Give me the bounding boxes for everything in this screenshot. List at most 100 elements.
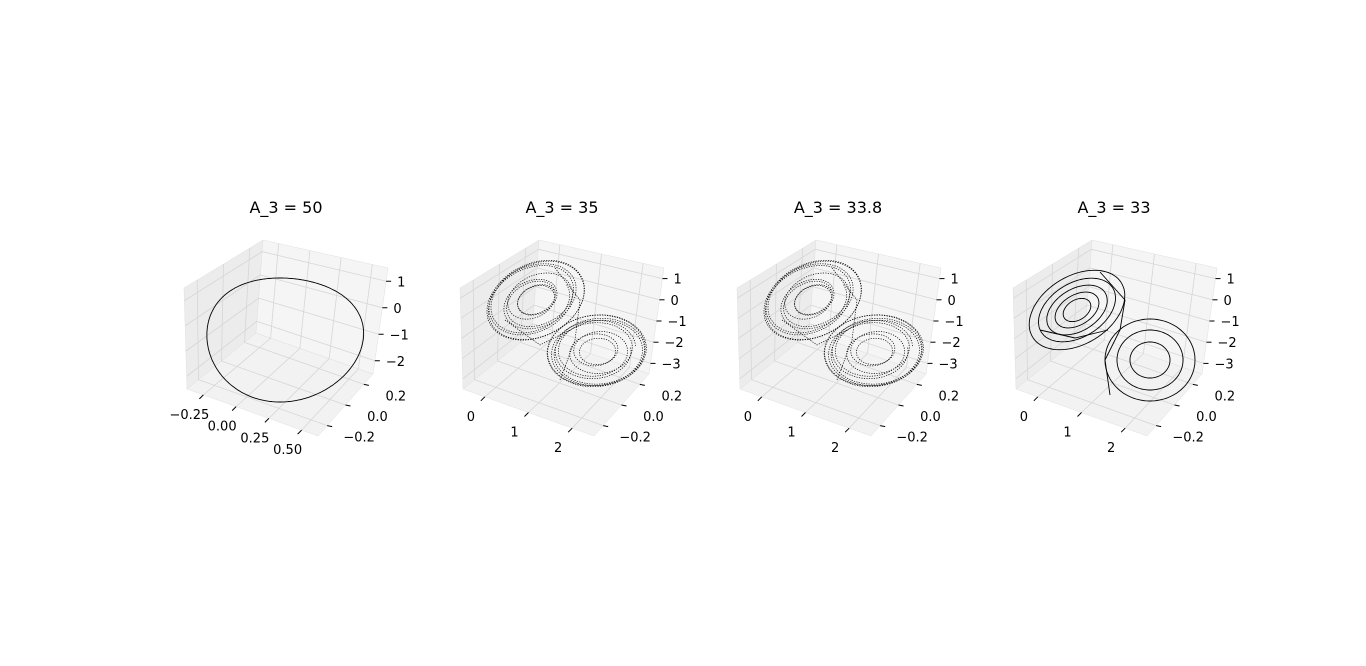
grid-line	[520, 341, 640, 385]
x-tick-label: 1	[787, 426, 795, 441]
trajectory-line	[1129, 341, 1171, 379]
z-tick-label: 1	[397, 275, 405, 290]
z-tick-label: −1	[668, 315, 687, 330]
subplot-1: −0.250.000.25 0.50 −0.2 0.0 0.2 1 0 −1 −2 A_3 = 5…	[169, 198, 408, 458]
x-tick	[757, 396, 763, 402]
x-tick	[297, 429, 302, 435]
subplot-4: 0 1 2 −0.2 0.0 0.2 1 0 −1 −2 −3 A_3 = 33	[1012, 198, 1240, 456]
x-tick	[1120, 427, 1126, 433]
grid-line	[1091, 248, 1216, 279]
grid-line	[221, 360, 346, 406]
y-tick-label: 0.2	[938, 389, 959, 404]
x-tick-label: 0	[744, 410, 752, 425]
grid-line	[774, 360, 899, 406]
grid-line	[810, 304, 931, 343]
x-tick	[231, 406, 237, 411]
y-tick-label: −0.2	[343, 431, 375, 446]
z-tick-label: −2	[1218, 336, 1237, 351]
grid-line	[533, 304, 654, 343]
subplot-2: 0 1 2 −0.2 0.0 0.2 1 0 −1 −2 −3 A_3 = 35	[459, 198, 687, 456]
grid-line	[538, 248, 663, 279]
grid-line	[185, 297, 259, 352]
subplot-title: A_3 = 33	[1077, 198, 1150, 218]
subplot-title: A_3 = 33.8	[794, 198, 882, 218]
trajectory-line	[1116, 329, 1184, 391]
y-tick	[1156, 425, 1162, 428]
grid-line	[737, 267, 815, 319]
z-tick-label: −1	[1221, 315, 1240, 330]
grid-line	[474, 379, 604, 427]
grid-line	[260, 274, 383, 309]
trajectory-line	[1099, 271, 1126, 396]
grid-line	[1027, 379, 1157, 427]
z-tick-label: −1	[390, 328, 409, 343]
grid-line	[256, 320, 376, 362]
grid-line	[270, 243, 280, 339]
grid-line	[184, 274, 261, 327]
grid-line	[812, 286, 934, 322]
grid-line	[1073, 341, 1193, 385]
trajectory-line	[486, 259, 585, 341]
z-tick-label: −2	[942, 336, 961, 351]
z-tick-label: 1	[1227, 273, 1235, 288]
trajectory-line	[763, 259, 862, 341]
y-tick-label: 0.2	[385, 389, 406, 404]
x-tick	[1077, 412, 1082, 417]
grid-line	[184, 251, 263, 301]
grid-line	[328, 257, 342, 359]
z-tick-label: −3	[939, 357, 958, 372]
grid-line	[797, 341, 917, 385]
grid-line	[357, 264, 373, 369]
grid-line	[1013, 267, 1091, 319]
x-tick-label: 1	[510, 426, 518, 441]
y-tick	[345, 404, 351, 407]
y-tick-label: 0.2	[661, 389, 682, 404]
y-tick-label: −0.2	[619, 431, 651, 446]
grid-line	[751, 379, 881, 427]
y-tick	[1174, 404, 1180, 407]
trajectory-line	[1038, 277, 1116, 343]
z-tick-label: 0	[393, 302, 401, 317]
grid-line	[196, 279, 199, 380]
grid-line	[738, 286, 813, 339]
trajectory-line	[1054, 291, 1100, 329]
z-tick-label: 1	[674, 273, 682, 288]
grid-line	[737, 248, 816, 299]
grid-line	[258, 297, 379, 335]
back-pane	[1084, 239, 1218, 375]
y-tick-label: 0.0	[1196, 410, 1217, 425]
grid-line	[262, 251, 387, 282]
grid-line	[244, 247, 251, 343]
grid-line	[1088, 286, 1210, 322]
grid-line	[186, 321, 258, 377]
y-tick-label: 0.2	[1214, 389, 1235, 404]
trajectory-line	[554, 267, 581, 381]
x-tick	[801, 412, 806, 417]
z-tick-label: 0	[671, 294, 679, 309]
trajectory-line	[831, 267, 858, 381]
grid-line	[461, 286, 536, 339]
x-tick-label: 2	[831, 441, 839, 456]
x-tick-label: 2	[554, 441, 562, 456]
trajectory-line	[1046, 284, 1108, 336]
grid-line	[460, 248, 539, 299]
grid-line	[460, 267, 538, 319]
z-tick-label: 0	[948, 294, 956, 309]
trajectory-line	[504, 319, 571, 346]
x-tick-label: 0.00	[208, 420, 237, 435]
x-tick	[524, 412, 529, 417]
z-tick-label: −3	[662, 357, 681, 372]
trajectory-line	[546, 314, 647, 388]
x-tick-label: 1	[1063, 426, 1071, 441]
y-tick-label: 0.0	[367, 410, 388, 425]
x-tick	[844, 427, 850, 433]
x-tick-label: −0.25	[169, 408, 209, 423]
z-tick-label: −3	[1215, 357, 1234, 372]
grid-line	[809, 323, 928, 364]
x-tick	[567, 427, 573, 433]
trajectory-line	[1039, 329, 1109, 339]
y-tick	[327, 425, 333, 428]
y-tick	[621, 404, 627, 407]
z-tick-label: 0	[1224, 294, 1232, 309]
